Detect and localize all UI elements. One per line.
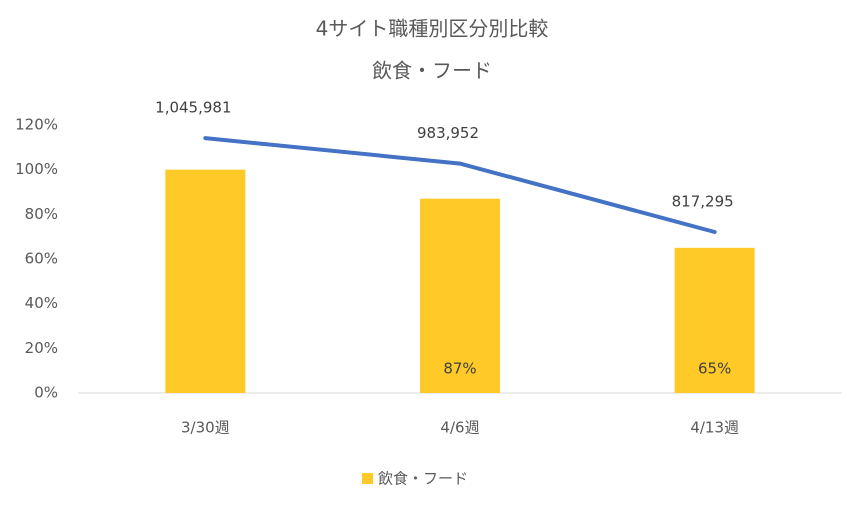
- bar: [165, 169, 246, 393]
- data-label: 65%: [698, 360, 731, 378]
- x-tick-label: 3/30週: [181, 419, 230, 437]
- y-tick-label: 80%: [25, 205, 58, 223]
- y-tick-label: 60%: [25, 250, 58, 268]
- x-tick-label: 4/6週: [440, 419, 479, 437]
- legend-label: 飲食・フード: [378, 470, 468, 488]
- y-tick-label: 40%: [25, 294, 58, 312]
- y-tick-label: 120%: [15, 116, 58, 134]
- bar: [420, 198, 500, 393]
- bar: [674, 247, 755, 393]
- x-tick-label: 4/13週: [690, 419, 739, 437]
- legend-swatch: [362, 473, 373, 484]
- y-tick-label: 0%: [34, 384, 58, 402]
- chart-title: 4サイト職種別区分別比較: [316, 17, 549, 41]
- chart-subtitle: 飲食・フード: [372, 59, 492, 83]
- y-tick-label: 20%: [25, 339, 58, 357]
- data-label: 87%: [443, 360, 476, 378]
- data-label: 817,295: [672, 192, 734, 210]
- data-label: 983,952: [417, 124, 479, 142]
- line: [203, 136, 717, 234]
- y-tick-label: 100%: [15, 160, 58, 178]
- data-label: 1,045,981: [155, 99, 231, 117]
